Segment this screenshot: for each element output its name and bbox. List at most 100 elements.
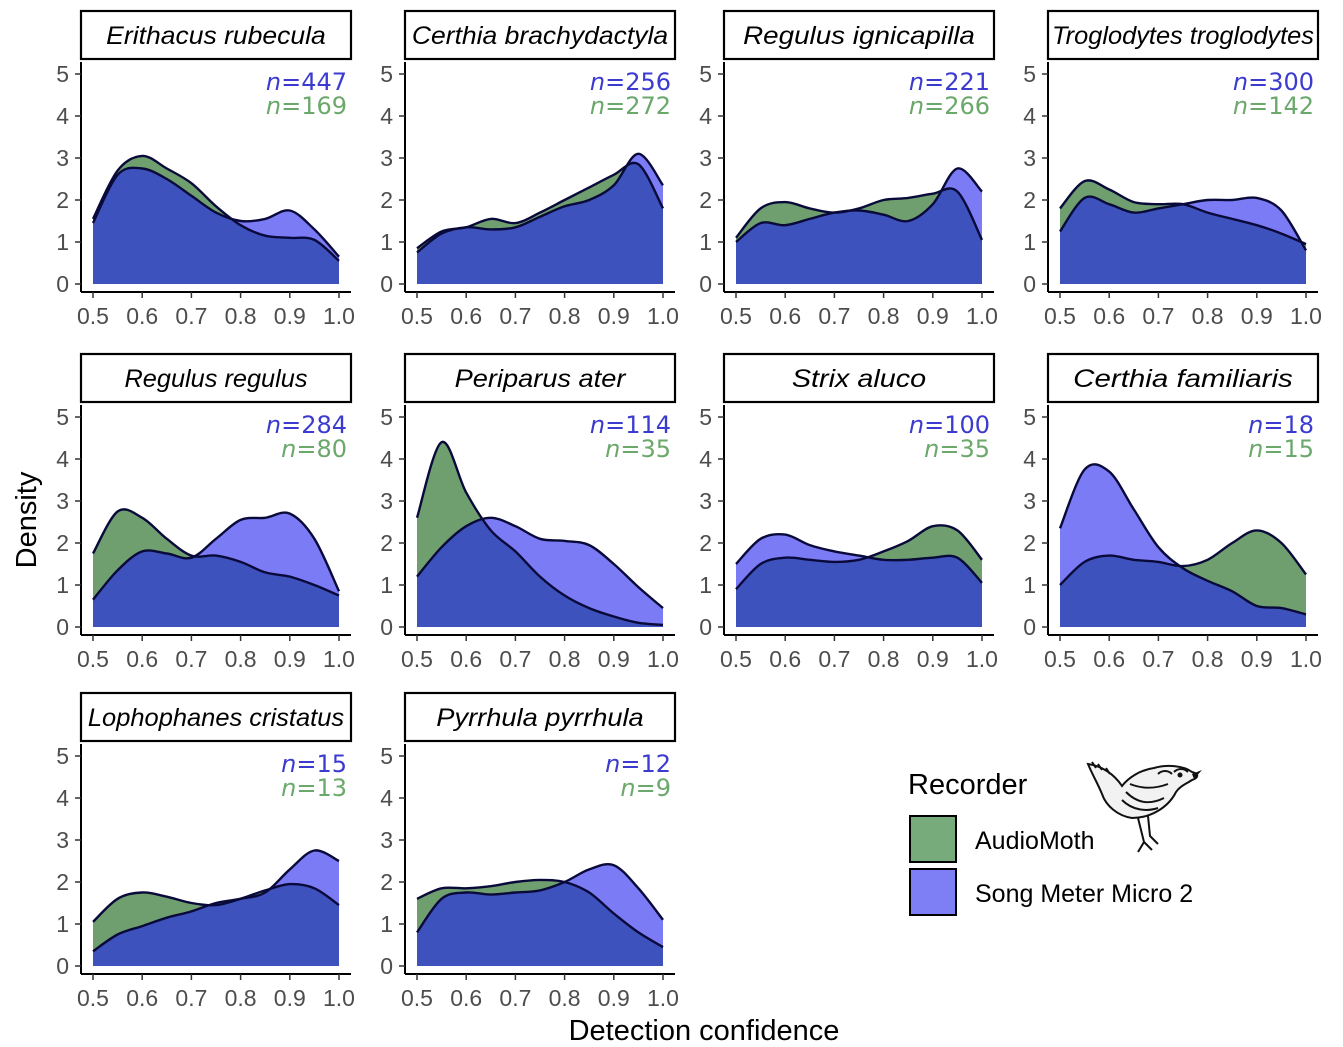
y-tick-label: 2 xyxy=(1023,530,1036,556)
density-line-audiomoth xyxy=(416,878,664,949)
y-tick-label: 4 xyxy=(56,103,69,129)
n-count-audiomoth: n=80 xyxy=(281,435,347,463)
legend: Recorder AudioMoth Song Meter Micro 2 xyxy=(908,761,1202,916)
y-tick-label: 0 xyxy=(1023,271,1036,297)
facet-strip xyxy=(403,691,677,743)
density-line-audiomoth xyxy=(91,154,340,262)
facet-strip xyxy=(79,352,353,404)
y-tick-label: 0 xyxy=(56,614,69,640)
x-tick-label: 0.6 xyxy=(450,303,482,329)
y-tick-label: 4 xyxy=(380,103,393,129)
density-line-song-meter xyxy=(92,849,340,953)
y-tick-label: 3 xyxy=(1023,145,1036,171)
n-count-audiomoth: n=35 xyxy=(605,435,671,463)
x-tick-label: 0.9 xyxy=(1241,646,1273,672)
x-tick-label: 0.9 xyxy=(274,646,306,672)
y-tick-label: 0 xyxy=(380,614,393,640)
y-tick-label: 4 xyxy=(1023,103,1036,129)
y-tick-label: 0 xyxy=(699,614,712,640)
x-tick-label: 0.8 xyxy=(868,646,900,672)
n-count-song-meter: n=114 xyxy=(590,411,671,439)
n-count-audiomoth: n=272 xyxy=(590,92,671,120)
n-count-song-meter: n=447 xyxy=(266,68,347,96)
x-tick-label: 0.9 xyxy=(917,303,949,329)
y-tick-label: 5 xyxy=(380,743,393,769)
y-tick-label: 2 xyxy=(699,187,712,213)
y-tick-label: 3 xyxy=(56,827,69,853)
x-tick-label: 0.6 xyxy=(450,985,482,1011)
x-tick-label: 0.9 xyxy=(598,985,630,1011)
x-tick-label: 1.0 xyxy=(647,646,679,672)
x-tick-label: 0.8 xyxy=(549,303,581,329)
area-overlap xyxy=(417,879,663,966)
facet-title: Strix aluco xyxy=(792,365,926,393)
x-tick-label: 0.8 xyxy=(1192,646,1224,672)
x-tick-label: 0.5 xyxy=(77,985,109,1011)
y-tick-label: 2 xyxy=(380,869,393,895)
y-tick-label: 0 xyxy=(56,271,69,297)
n-count-audiomoth: n=169 xyxy=(266,92,347,120)
y-tick-label: 2 xyxy=(380,187,393,213)
facet-strip xyxy=(722,352,996,404)
y-tick-label: 4 xyxy=(56,446,69,472)
n-count-song-meter: n=284 xyxy=(266,411,347,439)
n-count-audiomoth: n=15 xyxy=(1248,435,1314,463)
x-tick-label: 0.8 xyxy=(225,985,257,1011)
y-tick-label: 2 xyxy=(56,530,69,556)
x-tick-label: 0.8 xyxy=(1192,303,1224,329)
y-tick-label: 4 xyxy=(380,446,393,472)
n-count-audiomoth: n=9 xyxy=(620,774,671,802)
x-tick-label: 0.6 xyxy=(769,303,801,329)
y-tick-label: 2 xyxy=(699,530,712,556)
y-tick-label: 3 xyxy=(56,488,69,514)
facet-strip xyxy=(403,352,677,404)
x-tick-label: 1.0 xyxy=(323,646,355,672)
y-tick-label: 5 xyxy=(380,404,393,430)
y-tick-label: 4 xyxy=(380,785,393,811)
facet-strip xyxy=(79,691,353,743)
y-tick-label: 3 xyxy=(380,827,393,853)
y-tick-label: 1 xyxy=(56,572,69,598)
legend-swatch-audiomoth xyxy=(909,815,957,863)
area-overlap xyxy=(417,162,663,284)
x-tick-label: 0.7 xyxy=(818,303,850,329)
y-tick-label: 2 xyxy=(56,187,69,213)
facet-title: Regulus regulus xyxy=(125,365,308,393)
x-tick-label: 0.6 xyxy=(1093,646,1125,672)
density-line-song-meter xyxy=(92,511,341,601)
facet-title: Troglodytes troglodytes xyxy=(1052,22,1314,50)
n-count-audiomoth: n=266 xyxy=(909,92,990,120)
y-tick-label: 1 xyxy=(380,229,393,255)
y-tick-label: 3 xyxy=(380,488,393,514)
x-tick-label: 1.0 xyxy=(966,303,998,329)
panel-periparus-ater: 0 1 2 3 4 5 0.5 0.6 0.7 0.8 0.9 1.0 Periparus ater n=… xyxy=(380,352,679,672)
facet-title: Certhia brachydactyla xyxy=(412,22,668,50)
x-tick-label: 0.7 xyxy=(1142,303,1174,329)
x-tick-label: 0.9 xyxy=(917,646,949,672)
x-tick-label: 0.8 xyxy=(868,303,900,329)
y-tick-label: 1 xyxy=(56,229,69,255)
density-line-song-meter xyxy=(1059,195,1308,252)
panel-pyrrhula-pyrrhula: 0 1 2 3 4 5 0.5 0.6 0.7 0.8 0.9 1.0 Pyrrhula pyrrhul… xyxy=(380,691,679,1011)
x-tick-label: 0.8 xyxy=(225,646,257,672)
x-tick-label: 0.5 xyxy=(401,303,433,329)
panel-troglodytes-troglodytes: 0 1 2 3 4 5 0.5 0.6 0.7 0.8 0.9 1.0 Troglodytes trog… xyxy=(1023,9,1322,329)
x-tick-label: 0.7 xyxy=(1142,646,1174,672)
n-count-song-meter: n=15 xyxy=(281,750,347,778)
panel-regulus-ignicapilla: 0 1 2 3 4 5 0.5 0.6 0.7 0.8 0.9 1.0 Regulus ignicapi… xyxy=(699,9,998,329)
y-tick-label: 5 xyxy=(699,61,712,87)
y-tick-label: 0 xyxy=(699,271,712,297)
y-tick-label: 4 xyxy=(699,103,712,129)
n-count-song-meter: n=100 xyxy=(909,411,990,439)
y-tick-label: 2 xyxy=(380,530,393,556)
y-tick-label: 1 xyxy=(699,229,712,255)
y-tick-label: 5 xyxy=(1023,404,1036,430)
x-tick-label: 0.9 xyxy=(274,985,306,1011)
legend-label-song-meter: Song Meter Micro 2 xyxy=(975,880,1193,908)
y-axis-title: Density xyxy=(11,471,43,568)
facet-strip xyxy=(403,9,677,61)
x-tick-label: 1.0 xyxy=(647,985,679,1011)
density-line-song-meter xyxy=(416,516,664,610)
n-count-audiomoth: n=35 xyxy=(924,435,990,463)
